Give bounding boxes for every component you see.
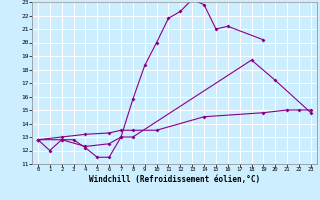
X-axis label: Windchill (Refroidissement éolien,°C): Windchill (Refroidissement éolien,°C) — [89, 175, 260, 184]
